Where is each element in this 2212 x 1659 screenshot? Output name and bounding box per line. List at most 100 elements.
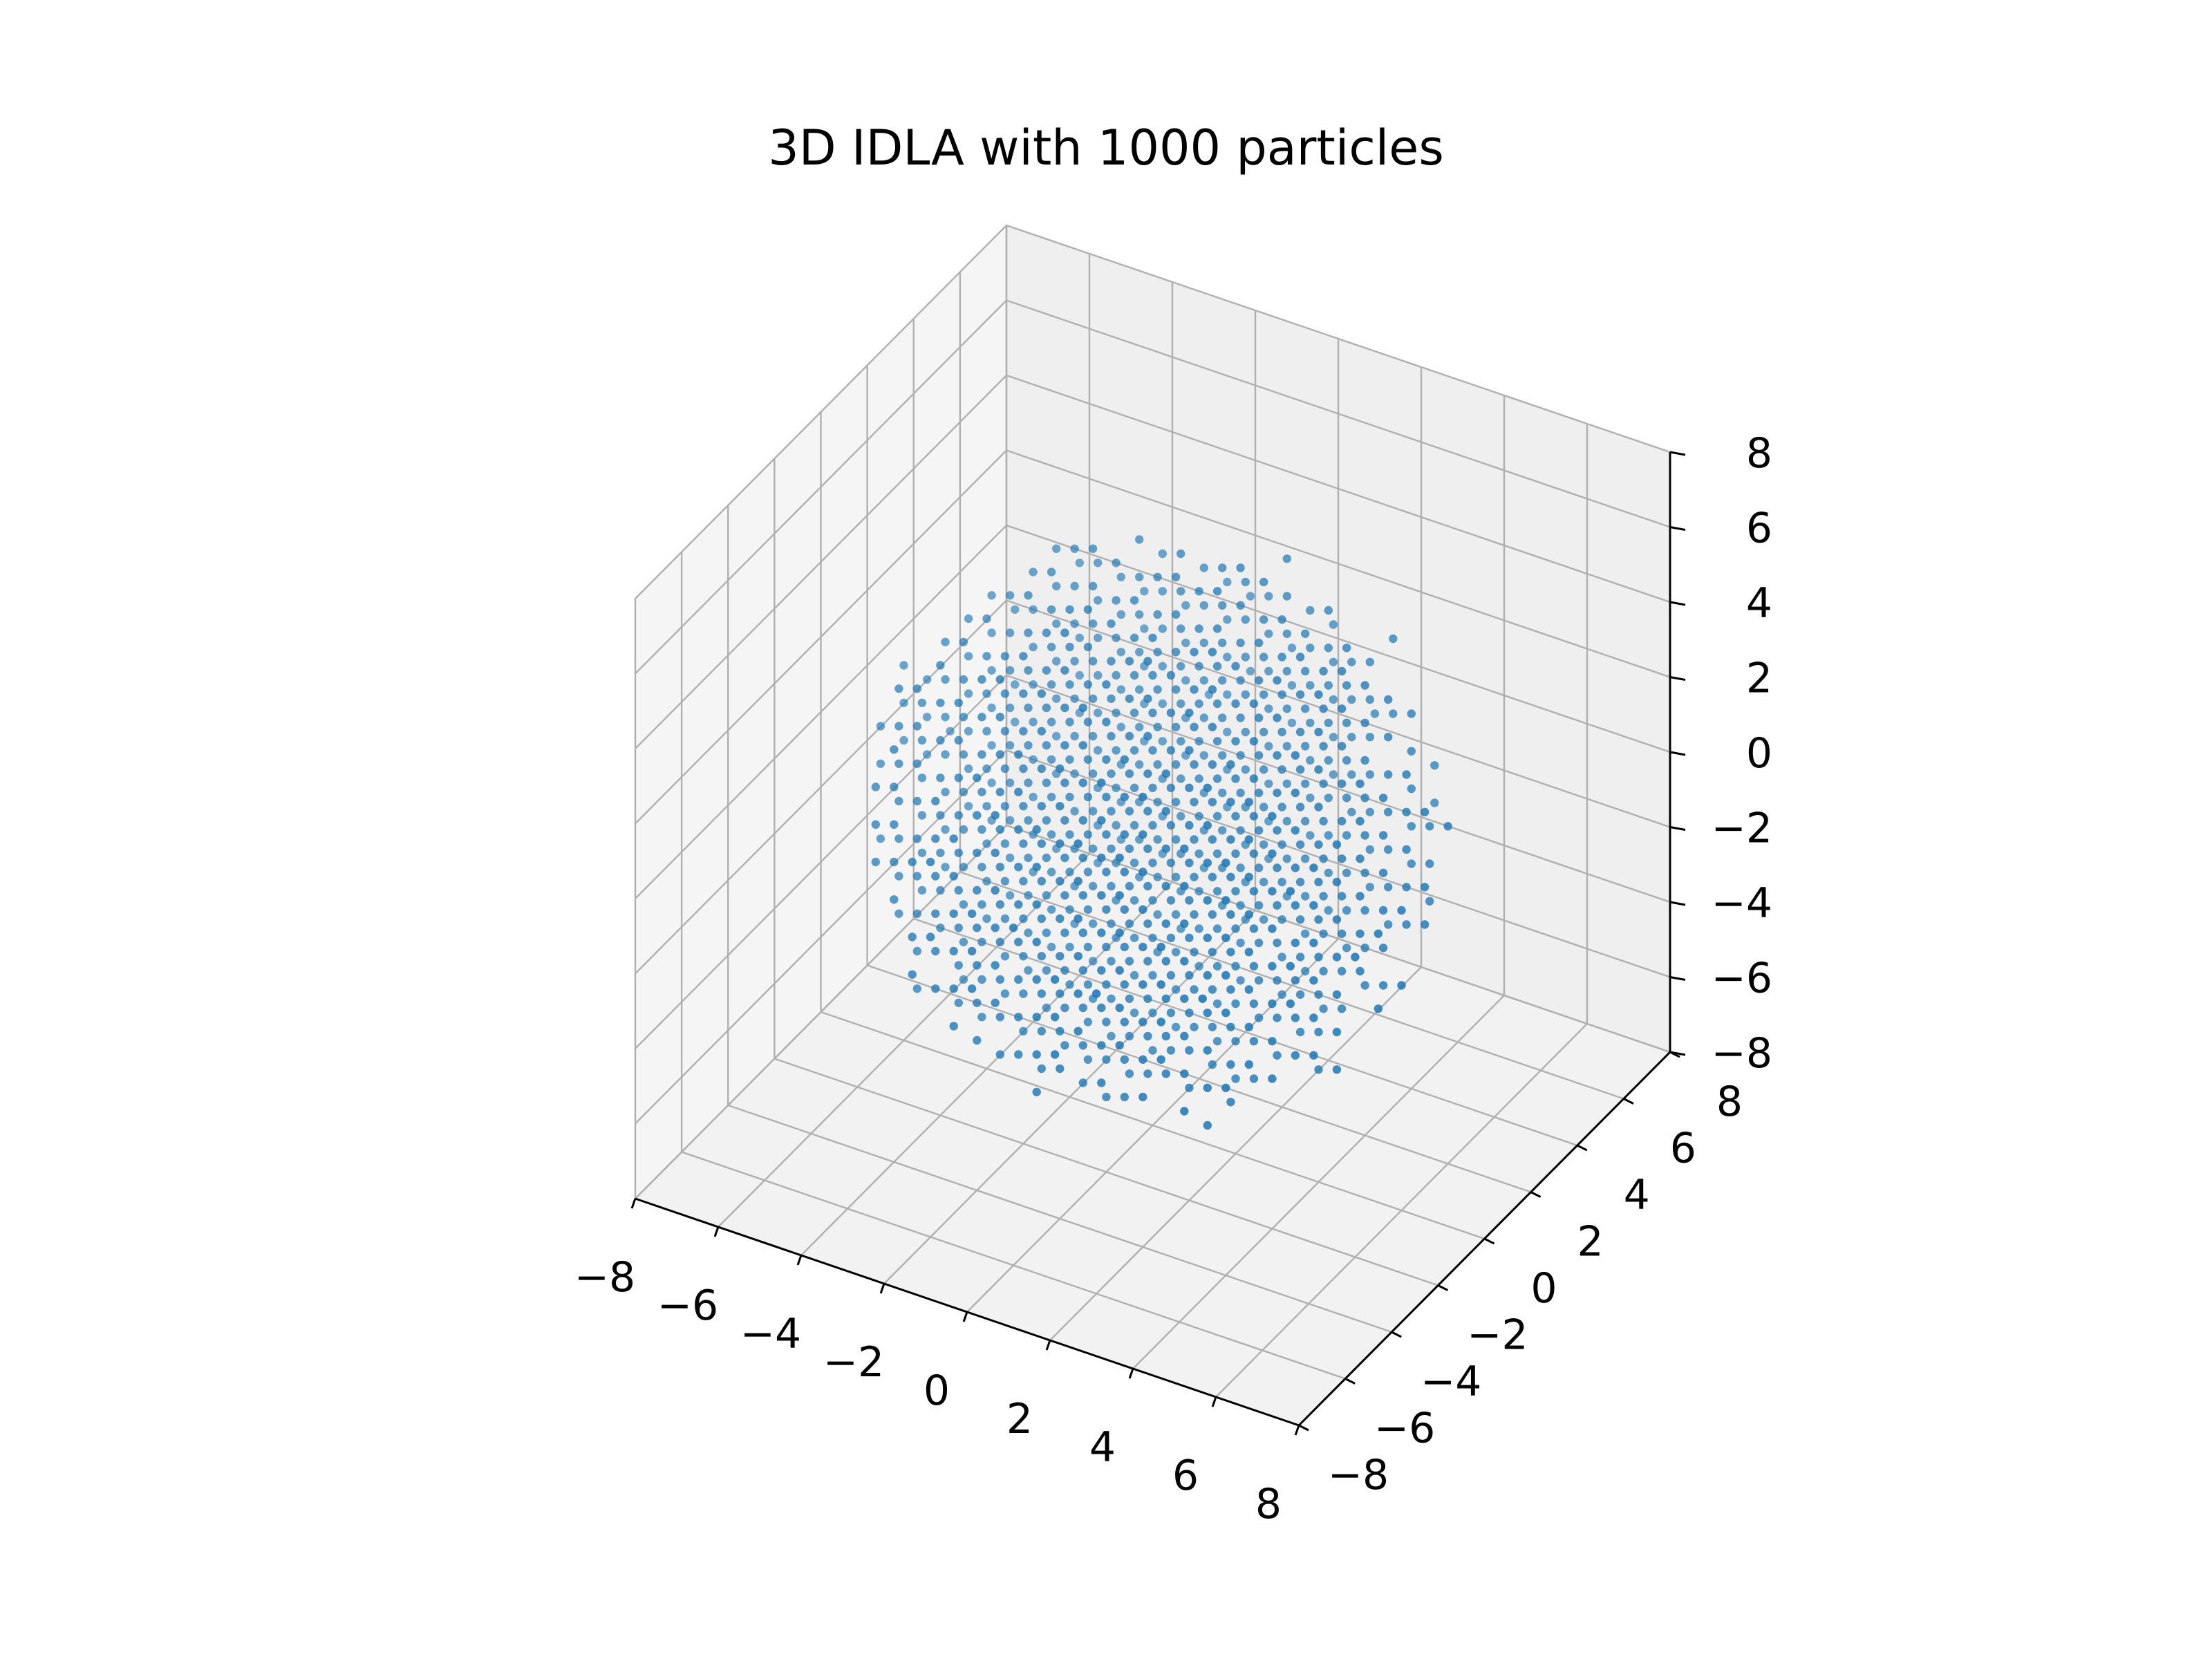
grid-line-z-side: [635, 299, 1007, 675]
particle-point: [1306, 756, 1315, 765]
particle-point: [899, 661, 908, 670]
particle-point: [1277, 803, 1286, 812]
particle-point: [1120, 905, 1130, 915]
particle-point: [1356, 966, 1365, 976]
particle-point: [1231, 962, 1240, 971]
particle-point: [1037, 1027, 1047, 1036]
particle-point: [1024, 891, 1033, 900]
particle-point: [1143, 919, 1152, 928]
particle-point: [1143, 769, 1152, 778]
particle-point: [1231, 924, 1240, 933]
particle-point: [1037, 727, 1047, 736]
particle-point: [1212, 624, 1222, 633]
particle-point: [1378, 831, 1388, 840]
particle-point: [1259, 577, 1268, 587]
particle-point: [1037, 802, 1047, 811]
particle-point: [1138, 792, 1147, 802]
particle-point: [1148, 1046, 1157, 1055]
particle-point: [1365, 845, 1375, 854]
particle-point: [1384, 770, 1393, 779]
particle-point: [1032, 863, 1041, 872]
particle-point: [1060, 741, 1069, 750]
particle-point: [1208, 948, 1217, 957]
particle-point: [1259, 840, 1268, 850]
particle-point: [1389, 709, 1398, 718]
particle-point: [1212, 587, 1222, 596]
particle-point: [1249, 1074, 1259, 1083]
particle-point: [1052, 694, 1061, 703]
particle-point: [1120, 980, 1130, 989]
particle-point: [1083, 755, 1093, 765]
particle-point: [1370, 709, 1380, 718]
particle-point: [1342, 944, 1351, 953]
particle-point: [1065, 942, 1074, 952]
particle-point: [1094, 746, 1103, 755]
particle-point: [1249, 1037, 1259, 1046]
particle-point: [1161, 1069, 1171, 1078]
particle-point: [1218, 676, 1227, 685]
particle-point: [982, 689, 991, 698]
particle-point: [1065, 718, 1074, 727]
particle-point: [1190, 872, 1199, 882]
particle-point: [1277, 877, 1286, 887]
particle-point: [1259, 615, 1268, 624]
particle-point: [1378, 944, 1388, 953]
particle-point: [1156, 980, 1165, 989]
particle-point: [1254, 826, 1264, 835]
particle-point: [1246, 592, 1255, 601]
particle-point: [1309, 938, 1318, 948]
particle-point: [1047, 868, 1056, 877]
particle-point: [1102, 830, 1111, 839]
particle-point: [1226, 1098, 1235, 1107]
particle-point: [1268, 1074, 1277, 1083]
particle-point: [987, 741, 996, 750]
particle-point: [1153, 572, 1162, 581]
particle-point: [1199, 638, 1209, 648]
particle-point: [977, 787, 986, 797]
particle-point: [1000, 764, 1010, 774]
particle-point: [1143, 957, 1152, 966]
particle-point: [1060, 928, 1069, 937]
particle-point: [1148, 859, 1157, 868]
particle-point: [1301, 929, 1310, 939]
particle-point: [1378, 981, 1388, 990]
particle-point: [1024, 591, 1033, 600]
particle-point: [1203, 933, 1212, 943]
particle-point: [1199, 563, 1209, 572]
particle-point: [1319, 704, 1328, 713]
particle-point: [1402, 807, 1411, 817]
particle-point: [1107, 919, 1116, 928]
particle-point: [1203, 896, 1212, 905]
particle-point: [1291, 938, 1300, 948]
grid-line-z-back: [1006, 299, 1671, 528]
particle-point: [1078, 966, 1088, 975]
particle-point: [1148, 971, 1157, 980]
particle-point: [1249, 924, 1259, 933]
particle-point: [1138, 980, 1147, 989]
x-tick-label: 4: [1089, 1423, 1116, 1472]
particle-point: [1070, 694, 1079, 703]
particle-point: [1356, 779, 1365, 789]
particle-point: [1125, 1031, 1134, 1041]
particle-point: [1029, 642, 1038, 652]
particle-point: [1112, 746, 1121, 755]
particle-point: [1047, 755, 1056, 765]
particle-point: [1056, 764, 1065, 774]
particle-point: [991, 961, 1000, 970]
particle-point: [1324, 681, 1333, 690]
particle-point: [1203, 1083, 1212, 1093]
particle-point: [1019, 689, 1028, 698]
particle-point: [1203, 1046, 1212, 1055]
particle-point: [1249, 962, 1259, 971]
particle-point: [1047, 792, 1056, 802]
particle-point: [1244, 910, 1254, 919]
particle-point: [964, 802, 973, 811]
particle-point: [1171, 1022, 1181, 1032]
particle-point: [1014, 1050, 1023, 1059]
particle-point: [1259, 803, 1268, 812]
particle-point: [1226, 910, 1235, 919]
particle-point: [936, 811, 945, 820]
particle-point: [1094, 596, 1103, 605]
particle-point: [1180, 881, 1189, 891]
particle-point: [1083, 868, 1093, 877]
